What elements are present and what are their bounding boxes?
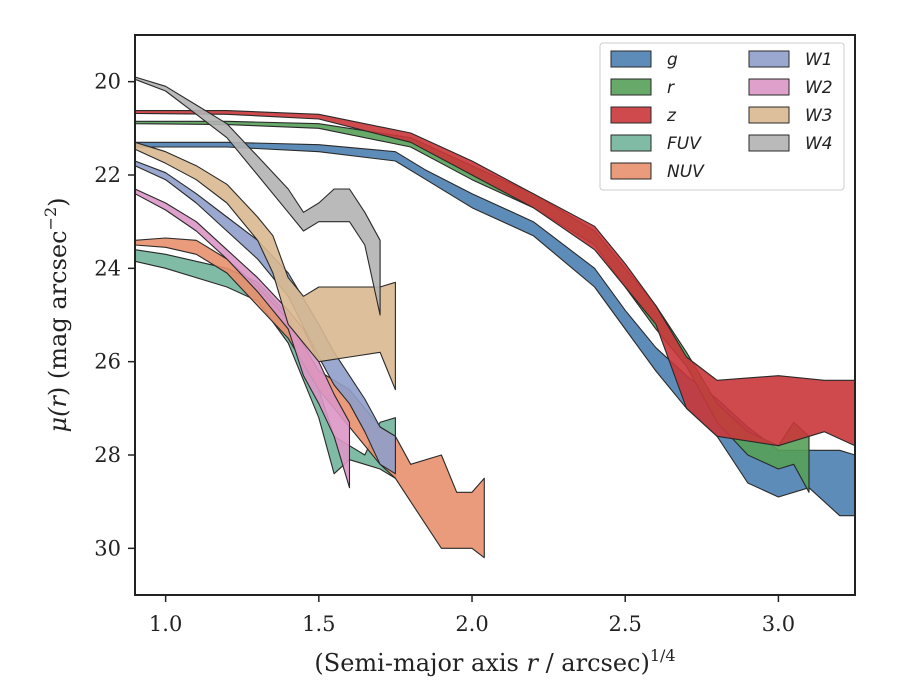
x-axis-label-variable: r [526,649,539,677]
x-tick-label: 1.5 [302,612,335,636]
y-axis-ticks: 20 22 24 26 28 30 [94,70,135,560]
x-axis-label-main: (Semi-major axis [314,649,526,677]
y-axis-label: μ(r) (mag arcsec−2) [41,197,72,432]
x-tick-label: 2.5 [609,612,642,636]
legend-swatch-nuv [610,162,652,180]
surface-brightness-bands [134,76,856,559]
legend-label-fuv: FUV [667,134,702,154]
legend-label-w3: W3 [805,106,833,126]
y-axis-label-main: μ( [44,407,72,433]
legend: grz FUV NUV W1 W2 W3 W4 [599,42,845,191]
y-axis-label-exponent: −2 [41,207,60,231]
band-fuv [134,249,396,479]
legend-swatch-r [610,78,652,96]
x-axis-label-unit: / arcsec) [538,649,650,677]
plot-frame [134,34,856,596]
legend-label-r: r [667,78,675,98]
x-axis-label: (Semi-major axis r / arcsec)1/4 [314,646,675,677]
x-axis-ticks: 1.0 1.5 2.0 2.5 3.0 [149,595,795,636]
band-w3 [134,141,396,391]
y-tick-label: 20 [94,70,121,94]
y-tick-label: 30 [94,536,121,560]
legend-label-w2: W2 [805,78,833,98]
x-tick-label: 1.0 [149,612,182,636]
x-axis-label-exponent: 1/4 [650,646,676,665]
band-g [134,141,856,517]
legend-label-z: z [666,106,677,126]
y-tick-label: 26 [94,350,121,374]
legend-swatch-fuv [610,134,652,152]
y-axis-label-unit: ) (mag arcsec [44,230,72,396]
y-tick-label: 28 [94,443,121,467]
band-w4 [134,76,381,316]
x-tick-label: 3.0 [762,612,795,636]
legend-swatch-z [610,106,652,124]
legend-swatch-w3 [748,106,790,124]
legend-label-nuv: NUV [667,162,705,182]
y-tick-label: 24 [94,256,121,280]
legend-label-g: g [667,50,678,70]
y-tick-label: 22 [94,163,121,187]
band-nuv [134,237,485,559]
legend-swatch-w2 [748,78,790,96]
legend-swatch-g [610,50,652,68]
y-axis-label-close: ) [44,197,72,206]
legend-swatch-w4 [748,134,790,152]
legend-label-w1: W1 [805,50,833,70]
y-axis-label-variable: r [44,395,72,408]
legend-swatch-w1 [748,50,790,68]
legend-label-w4: W4 [805,134,833,154]
x-tick-label: 2.0 [455,612,488,636]
